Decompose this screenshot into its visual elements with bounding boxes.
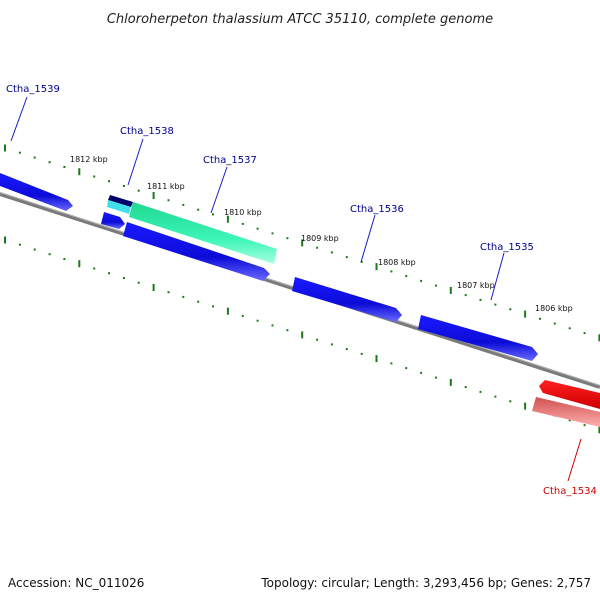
scale-label-1812: 1812 kbp [70,155,108,164]
gene-ctha-1539-arrow[interactable] [0,173,73,211]
scale-label-1808: 1808 kbp [378,258,416,267]
genome-summary-text: Topology: circular; Length: 3,293,456 bp… [260,576,591,590]
gene-ctha-1538-rna-dark[interactable] [108,195,133,207]
callout-line-ctha-1538 [127,138,144,186]
accession-text: Accession: NC_011026 [8,576,144,590]
map-title: Chloroherpeton thalassium ATCC 35110, co… [107,12,493,27]
scale-label-1811: 1811 kbp [147,182,185,191]
gene-label-ctha-1537[interactable]: Ctha_1537 [203,155,257,166]
scale-ticks-lower [4,236,600,434]
gene-ctha-1536-arrow[interactable] [292,277,402,322]
scale-label-1810: 1810 kbp [224,208,262,217]
scale-ticks-upper [4,144,600,342]
scale-label-1809: 1809 kbp [301,234,339,243]
gene-label-ctha-1538[interactable]: Ctha_1538 [120,126,174,137]
gene-ctha-1538-rna-light[interactable] [107,200,131,214]
gene-ctha-1537-arrow[interactable] [123,222,270,281]
gene-ctha-1535-arrow[interactable] [418,315,538,361]
gene-label-ctha-1535[interactable]: Ctha_1535 [480,242,534,253]
gene-ctha-1534-arrow[interactable] [539,380,600,409]
scale-label-1806: 1806 kbp [535,304,573,313]
scale-label-1807: 1807 kbp [457,281,495,290]
gene-ctha-1534-pink-feature[interactable] [532,397,600,427]
callout-line-ctha-1537 [210,166,228,214]
gene-label-ctha-1536[interactable]: Ctha_1536 [350,204,404,215]
gene-ctha-1538-arrow[interactable] [101,212,125,229]
gene-label-ctha-1534[interactable]: Ctha_1534 [543,486,597,497]
gene-ctha-1537-feature[interactable] [129,202,277,264]
callout-line-ctha-1535 [490,252,505,301]
gene-label-ctha-1539[interactable]: Ctha_1539 [6,84,60,95]
callout-line-ctha-1536 [360,214,376,263]
callout-line-ctha-1534 [567,438,582,482]
callout-line-ctha-1539 [10,96,28,142]
